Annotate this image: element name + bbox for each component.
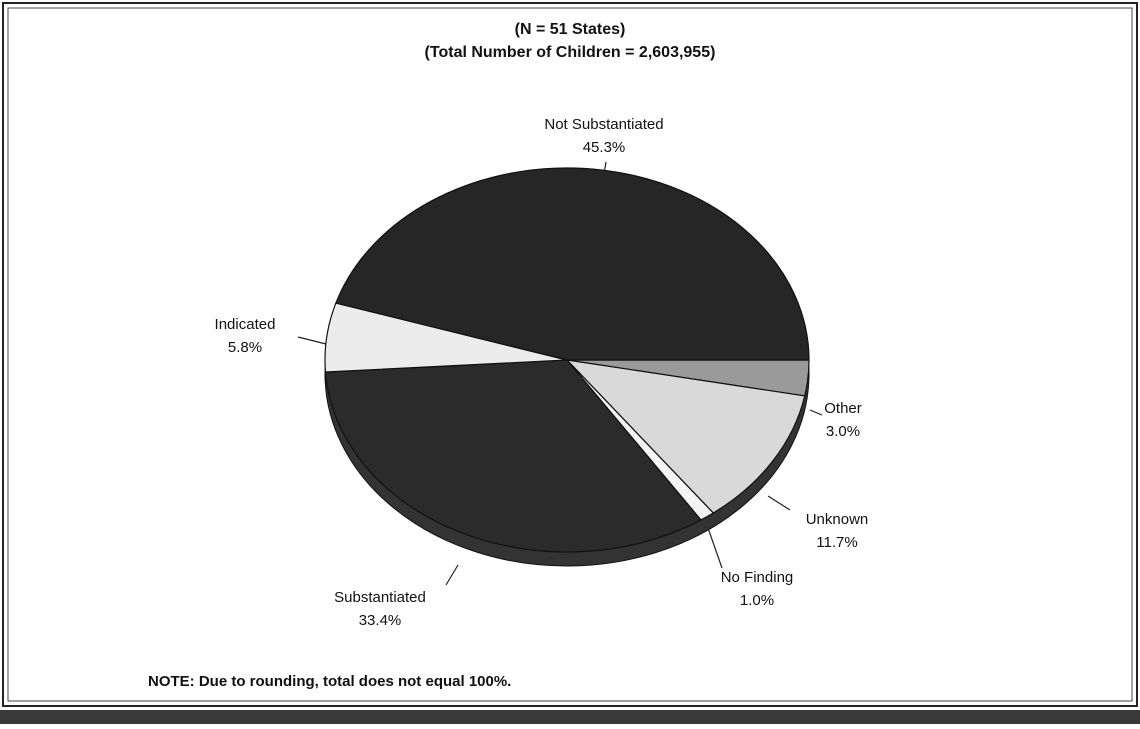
leader-line <box>297 336 331 346</box>
slice-label: Substantiated <box>334 589 426 606</box>
slice-value-label: 1.0% <box>740 592 774 609</box>
pie-slice <box>565 359 806 514</box>
slice-label: Other <box>824 400 862 417</box>
slice-value-label: 45.3% <box>583 139 626 156</box>
pie-slice <box>324 359 702 553</box>
pie-slice <box>335 167 810 361</box>
note: NOTE: Due to rounding, total does not eq… <box>148 673 511 690</box>
slice-value-label: 5.8% <box>228 339 262 356</box>
chart-subtitle: (Total Number of Children = 2,603,955) <box>425 44 716 61</box>
slice-value-label: 11.7% <box>816 534 857 551</box>
leader-line <box>445 564 459 586</box>
slice-label: Not Substantiated <box>544 116 663 133</box>
leader-line <box>767 495 791 511</box>
slice-label: Unknown <box>806 511 869 528</box>
leader-line <box>809 409 823 416</box>
slice-label: No Finding <box>721 569 794 586</box>
inner-frame <box>7 7 1133 702</box>
chart-title: (N = 51 States) <box>515 21 626 38</box>
leader-line <box>707 527 723 569</box>
slice-value-label: 3.0% <box>826 423 860 440</box>
slice-label: Indicated <box>215 316 276 333</box>
bottom-strip <box>0 710 1140 724</box>
slice-value-label: 33.4% <box>359 612 402 629</box>
